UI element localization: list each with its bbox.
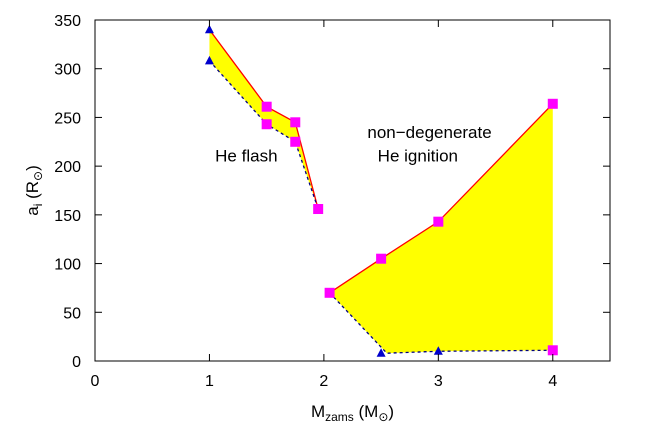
square-marker: [433, 216, 444, 227]
y-tick-label: 250: [54, 110, 81, 127]
triangle-marker: [376, 348, 386, 357]
y-tick-label: 150: [54, 208, 81, 225]
triangle-marker: [433, 346, 443, 355]
square-marker: [547, 98, 558, 109]
annotation-text: non−degenerate: [367, 123, 491, 142]
x-axis-title: Mzams (M⊙): [311, 402, 394, 424]
y-tick-label: 50: [63, 305, 81, 322]
series-markers: [204, 24, 558, 357]
x-tick-label: 1: [205, 373, 214, 390]
series-lines: [208, 29, 554, 354]
square-marker: [324, 287, 335, 298]
annotation-text: He ignition: [378, 146, 458, 165]
fill-regions: [209, 29, 553, 354]
x-tick-label: 3: [434, 373, 443, 390]
triangle-marker: [204, 55, 214, 65]
y-tick-label: 350: [54, 13, 81, 30]
x-tick-label: 2: [319, 373, 328, 390]
square-marker: [290, 136, 301, 147]
square-marker: [376, 253, 387, 264]
upper-line-2: [329, 103, 554, 294]
triangle-marker: [204, 24, 214, 34]
square-marker: [313, 204, 324, 215]
annotations: He flash non−degenerate He ignition: [215, 123, 492, 165]
square-marker: [261, 101, 272, 112]
axis-ticks: 0 1 2 3 4 0 50 100 150 200 250 300 350: [54, 13, 610, 390]
y-axis-title: ai (R⊙): [23, 165, 45, 216]
y-tick-label: 300: [54, 62, 81, 79]
annotation-text: He flash: [215, 146, 277, 165]
fill-region-2: [329, 103, 553, 354]
y-tick-label: 100: [54, 257, 81, 274]
y-tick-label: 200: [54, 159, 81, 176]
x-tick-label: 4: [548, 373, 557, 390]
upper-line-1: [208, 29, 319, 210]
lower-line-2: [329, 292, 553, 354]
x-tick-label: 0: [91, 373, 100, 390]
square-marker: [261, 119, 272, 130]
plot-frame: [94, 19, 611, 362]
lower-line-1: [208, 60, 319, 210]
square-marker: [547, 345, 558, 356]
square-marker: [290, 117, 301, 128]
y-tick-label: 0: [72, 354, 81, 371]
